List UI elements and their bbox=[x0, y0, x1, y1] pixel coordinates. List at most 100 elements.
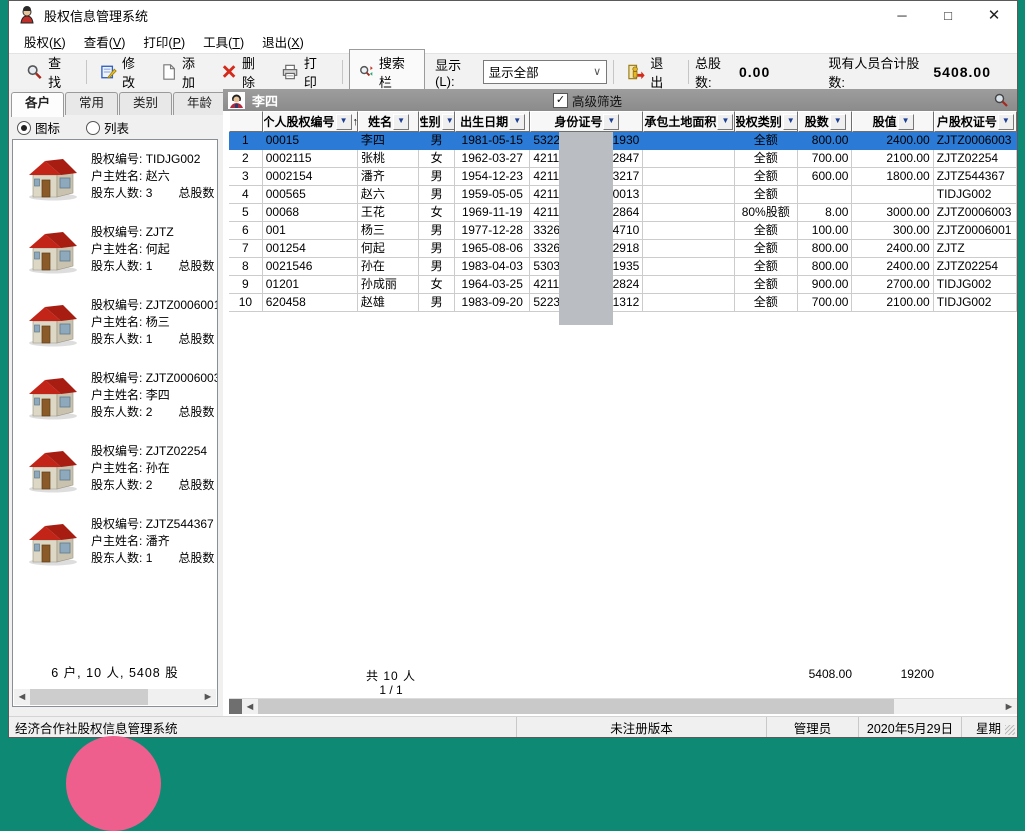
household-item[interactable]: 股权编号: ZJTZ 户主姓名: 何起 股东人数: 1 总股数 bbox=[13, 213, 217, 286]
table-row[interactable]: 4 000565 赵六 男 1959-05-05 42112 0013 全额 TI… bbox=[229, 186, 1017, 204]
filter-icon[interactable]: ▼ bbox=[782, 113, 797, 130]
filter-icon[interactable]: ▼ bbox=[441, 113, 455, 130]
menu-item[interactable]: 股权(K) bbox=[24, 35, 66, 50]
cell-name: 赵雄 bbox=[357, 294, 420, 312]
filter-icon[interactable]: ▼ bbox=[829, 113, 846, 130]
household-count-label: 股东人数: bbox=[91, 551, 143, 565]
table-row[interactable]: 3 0002154 潘齐 男 1954-12-23 42112 3217 全额 6… bbox=[229, 168, 1017, 186]
scroll-right-icon[interactable]: ► bbox=[202, 691, 214, 703]
filter-icon[interactable]: ▼ bbox=[603, 113, 620, 130]
sidebar-tab[interactable]: 年龄 bbox=[173, 92, 226, 115]
filter-icon[interactable]: ▼ bbox=[393, 113, 410, 130]
household-item[interactable]: 股权编号: ZJTZ544367 户主姓名: 潘齐 股东人数: 1 总股数 bbox=[13, 505, 217, 578]
table-row[interactable]: 5 00068 王花 女 1969-11-19 42112 2864 80%股额 … bbox=[229, 204, 1017, 222]
scroll-thumb[interactable] bbox=[258, 699, 894, 714]
filter-icon[interactable]: ▼ bbox=[997, 113, 1014, 130]
header-land-area[interactable]: 承包土地面积 ▼ bbox=[643, 111, 735, 132]
table-row[interactable]: 8 0021546 孙在 男 1983-04-03 53032 1935 全额 8… bbox=[229, 258, 1017, 276]
menu-item[interactable]: 打印(P) bbox=[143, 35, 186, 50]
grid-search-icon[interactable] bbox=[993, 92, 1009, 108]
scroll-left-icon[interactable]: ◄ bbox=[16, 691, 28, 703]
header-id-number[interactable]: 身份证号 ▼ bbox=[530, 111, 644, 132]
cell-shares: 700.00 bbox=[797, 150, 853, 168]
filter-icon[interactable]: ▼ bbox=[509, 113, 526, 130]
delete-button[interactable]: 删除 bbox=[214, 49, 274, 95]
header-shares[interactable]: 股数 ▼ bbox=[797, 111, 853, 132]
household-item[interactable]: 股权编号: ZJTZ0006001 户主姓名: 杨三 股东人数: 1 总股数 bbox=[13, 286, 217, 359]
house-icon bbox=[29, 450, 77, 492]
household-item[interactable]: 股权编号: TIDJG002 户主姓名: 赵六 股东人数: 3 总股数 bbox=[13, 140, 217, 213]
household-name: 赵六 bbox=[145, 169, 170, 183]
exit-button[interactable]: 退出 bbox=[620, 49, 682, 95]
table-row[interactable]: 6 001 杨三 男 1977-12-28 33260 4710 全额 100.0… bbox=[229, 222, 1017, 240]
header-personal-id[interactable]: 个人股权编号 ▼ ↑ bbox=[262, 111, 358, 132]
grid-scrollbar[interactable]: ◄ ► bbox=[229, 698, 1017, 714]
cell-share-value: 2400.00 bbox=[852, 258, 934, 276]
menu-item[interactable]: 退出(X) bbox=[262, 35, 304, 50]
household-count: 1 bbox=[145, 259, 153, 273]
household-count: 1 bbox=[145, 551, 153, 565]
total-shares-label: 总股数: bbox=[695, 55, 722, 90]
table-row[interactable]: 1 00015 李四 男 1981-05-15 53222 1930 全额 800… bbox=[229, 132, 1017, 150]
view-icon-radio[interactable]: 图标 bbox=[17, 118, 60, 137]
menu-item[interactable]: 工具(T) bbox=[203, 35, 245, 50]
app-window: 股权信息管理系统 ─ □ ✕ 股权(K) 查看(V) 打印(P) 工具(T) 退… bbox=[8, 0, 1018, 738]
table-row[interactable]: 7 001254 何起 男 1965-08-06 33262 2918 全额 80… bbox=[229, 240, 1017, 258]
header-birth[interactable]: 出生日期 ▼ bbox=[455, 111, 531, 132]
sidebar-tab[interactable]: 常用 bbox=[65, 92, 118, 115]
scroll-left-icon[interactable]: ◄ bbox=[244, 700, 256, 713]
search-icon bbox=[27, 64, 42, 79]
checkbox-checked-icon[interactable]: ✓ bbox=[553, 92, 568, 108]
cell-share-type: 全额 bbox=[734, 222, 798, 240]
print-button[interactable]: 打印 bbox=[274, 49, 336, 95]
add-button[interactable]: 添加 bbox=[154, 49, 214, 95]
view-list-radio[interactable]: 列表 bbox=[86, 118, 129, 137]
cell-cert-number: ZJTZ bbox=[933, 240, 1017, 258]
menu-item[interactable]: 查看(V) bbox=[83, 35, 126, 50]
find-button[interactable]: 查找 bbox=[19, 49, 80, 95]
household-item[interactable]: 股权编号: ZJTZ0006003 户主姓名: 李四 股东人数: 2 总股数 bbox=[13, 359, 217, 432]
cell-birth: 1965-08-06 bbox=[455, 240, 531, 258]
header-cert-number[interactable]: 户股权证号 ▼ bbox=[933, 111, 1017, 132]
scroll-right-icon[interactable]: ► bbox=[1003, 700, 1015, 713]
close-button[interactable]: ✕ bbox=[987, 7, 1001, 24]
cell-share-type: 80%股额 bbox=[734, 204, 798, 222]
edit-button[interactable]: 修改 bbox=[93, 49, 154, 95]
minimize-button[interactable]: ─ bbox=[897, 7, 907, 23]
household-id: ZJTZ02254 bbox=[145, 444, 208, 458]
cell-birth: 1954-12-23 bbox=[455, 168, 531, 186]
header-sex[interactable]: 性别▼ bbox=[419, 111, 456, 132]
cell-personal-id: 001 bbox=[262, 222, 358, 240]
household-id-label: 股权编号: bbox=[91, 152, 143, 166]
header-rownum[interactable] bbox=[229, 111, 263, 132]
scroll-thumb[interactable] bbox=[30, 689, 148, 705]
cell-shares: 700.00 bbox=[797, 294, 853, 312]
header-share-value[interactable]: 股值 ▼ bbox=[852, 111, 934, 132]
household-item[interactable]: 股权编号: ZJTZ02254 户主姓名: 孙在 股东人数: 2 总股数 bbox=[13, 432, 217, 505]
search-bar-toggle[interactable]: 搜索栏 bbox=[348, 48, 426, 95]
status-bar: 经济合作社股权信息管理系统 未注册版本 管理员 2020年5月29日 星期 bbox=[9, 716, 1017, 737]
cell-birth: 1959-05-05 bbox=[455, 186, 531, 204]
resize-grip[interactable] bbox=[1005, 725, 1015, 735]
table-row[interactable]: 10 620458 赵雄 男 1983-09-20 52232 1312 全额 7… bbox=[229, 294, 1017, 312]
cell-name: 张桃 bbox=[357, 150, 420, 168]
filter-icon[interactable]: ▼ bbox=[897, 113, 914, 130]
household-total-label: 总股数 bbox=[178, 186, 215, 200]
table-row[interactable]: 9 01201 孙成丽 女 1964-03-25 42112 2824 全额 90… bbox=[229, 276, 1017, 294]
filter-icon[interactable]: ▼ bbox=[717, 113, 734, 130]
cell-personal-id: 0002115 bbox=[262, 150, 358, 168]
filter-icon[interactable]: ▼ bbox=[335, 113, 352, 130]
advanced-filter-label: 高级筛选 bbox=[572, 94, 623, 109]
header-name[interactable]: 姓名 ▼ bbox=[357, 111, 420, 132]
delete-x-icon bbox=[222, 65, 236, 78]
sidebar-tab[interactable]: 各户 bbox=[11, 92, 64, 117]
household-id: ZJTZ bbox=[145, 225, 174, 239]
maximize-button[interactable]: □ bbox=[944, 7, 952, 23]
sidebar-scrollbar[interactable]: ◄ ► bbox=[14, 689, 216, 705]
advanced-filter[interactable]: ✓ 高级筛选 bbox=[553, 91, 622, 110]
window-title: 股权信息管理系统 bbox=[44, 8, 149, 24]
display-select[interactable]: 显示全部 ∨ bbox=[482, 59, 608, 84]
header-share-type[interactable]: 股权类别 ▼ bbox=[734, 111, 798, 132]
sidebar-tab[interactable]: 类别 bbox=[119, 92, 172, 115]
table-row[interactable]: 2 0002115 张桃 女 1962-03-27 42112 2847 全额 7… bbox=[229, 150, 1017, 168]
